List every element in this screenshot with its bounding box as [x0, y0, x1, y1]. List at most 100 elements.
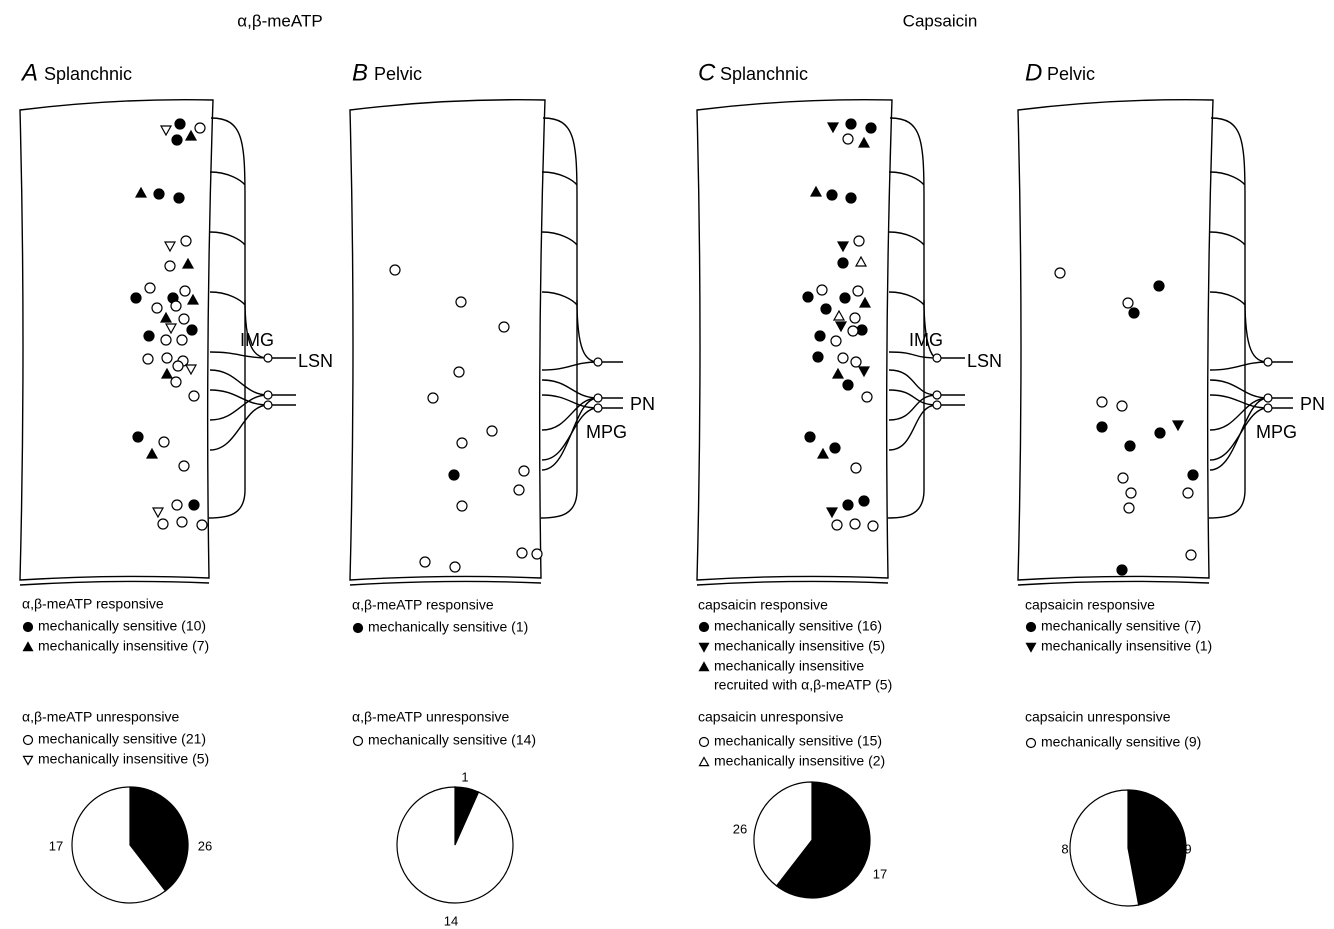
ganglion [594, 404, 602, 412]
symbol [1186, 550, 1196, 560]
symbol [851, 463, 861, 473]
legend-title: capsaicin responsive [1025, 597, 1155, 613]
symbol [827, 190, 837, 200]
panel-letter: D [1025, 59, 1042, 86]
symbol [840, 293, 850, 303]
pie-label: 26 [198, 838, 212, 853]
pie-label: 17 [49, 838, 63, 853]
symbol [700, 663, 709, 671]
symbol [838, 242, 848, 251]
symbol [487, 426, 497, 436]
symbol [143, 354, 153, 364]
symbol [162, 353, 172, 363]
ganglion-label: PN [1300, 394, 1325, 414]
nerve [889, 405, 937, 450]
symbol [145, 283, 155, 293]
symbol [161, 126, 171, 135]
symbol [700, 738, 709, 747]
nerve [889, 292, 924, 305]
nerve [1210, 172, 1245, 185]
pie-label: 17 [873, 866, 887, 881]
symbol [831, 336, 841, 346]
nerve [1210, 292, 1245, 305]
ganglion [1264, 404, 1272, 412]
symbol [859, 496, 869, 506]
ganglion-label: PN [630, 394, 655, 414]
symbol [457, 438, 467, 448]
nerve [542, 172, 577, 185]
symbol [161, 335, 171, 345]
symbol [843, 134, 853, 144]
pie-slice [1128, 790, 1186, 905]
symbol [172, 500, 182, 510]
symbol [850, 313, 860, 323]
symbol [181, 236, 191, 246]
ganglion [264, 391, 272, 399]
symbol [1173, 421, 1183, 430]
panel-letter: B [352, 59, 368, 86]
symbol [144, 331, 154, 341]
symbol [189, 391, 199, 401]
symbol [175, 119, 185, 129]
symbol [390, 265, 400, 275]
symbol [805, 432, 815, 442]
ganglion [1264, 394, 1272, 402]
symbol [177, 517, 187, 527]
panel-letter: A [20, 59, 38, 86]
symbol [519, 466, 529, 476]
nerve [577, 300, 623, 362]
nerve [210, 405, 268, 450]
nerve [542, 232, 577, 245]
symbol [420, 557, 430, 567]
symbol [186, 131, 196, 140]
legend-title: α,β-meATP unresponsive [352, 709, 509, 725]
symbol [179, 314, 189, 324]
symbol [1126, 488, 1136, 498]
symbol [24, 736, 33, 745]
symbol [162, 369, 172, 378]
symbol [815, 331, 825, 341]
symbol [189, 500, 199, 510]
symbol [186, 365, 196, 374]
ganglion-label: LSN [298, 351, 333, 371]
pie-slice [397, 787, 513, 903]
symbol [1117, 401, 1127, 411]
colon-edge [20, 581, 209, 585]
symbol [165, 261, 175, 271]
symbol [177, 335, 187, 345]
symbol [1097, 397, 1107, 407]
symbol [517, 548, 527, 558]
symbol [1027, 623, 1036, 632]
symbol [195, 123, 205, 133]
symbol [846, 193, 856, 203]
symbol [166, 324, 176, 333]
symbol [428, 393, 438, 403]
symbol [173, 361, 183, 371]
nerve [889, 232, 924, 245]
symbol [1123, 298, 1133, 308]
symbol [1124, 503, 1134, 513]
symbol [851, 357, 861, 367]
symbol [354, 737, 363, 746]
legend-item: mechanically sensitive (10) [38, 618, 206, 634]
symbol [700, 623, 709, 632]
legend-item: mechanically insensitive (1) [1041, 638, 1212, 654]
symbol [821, 304, 831, 314]
symbol [172, 135, 182, 145]
symbol [24, 756, 33, 764]
symbol [165, 242, 175, 251]
symbol [843, 380, 853, 390]
legend-item: mechanically insensitive (5) [714, 638, 885, 654]
pie-label: 1 [461, 769, 468, 784]
symbol [1188, 470, 1198, 480]
symbol [832, 520, 842, 530]
ganglion-label: MPG [586, 422, 627, 442]
symbol [838, 258, 848, 268]
nerve [889, 390, 937, 405]
colon [1018, 100, 1213, 580]
legend-item: mechanically sensitive (14) [368, 732, 536, 748]
legend-item: mechanically sensitive (21) [38, 731, 206, 747]
symbol [188, 295, 198, 304]
legend-title: α,β-meATP responsive [352, 597, 494, 613]
symbol [154, 189, 164, 199]
